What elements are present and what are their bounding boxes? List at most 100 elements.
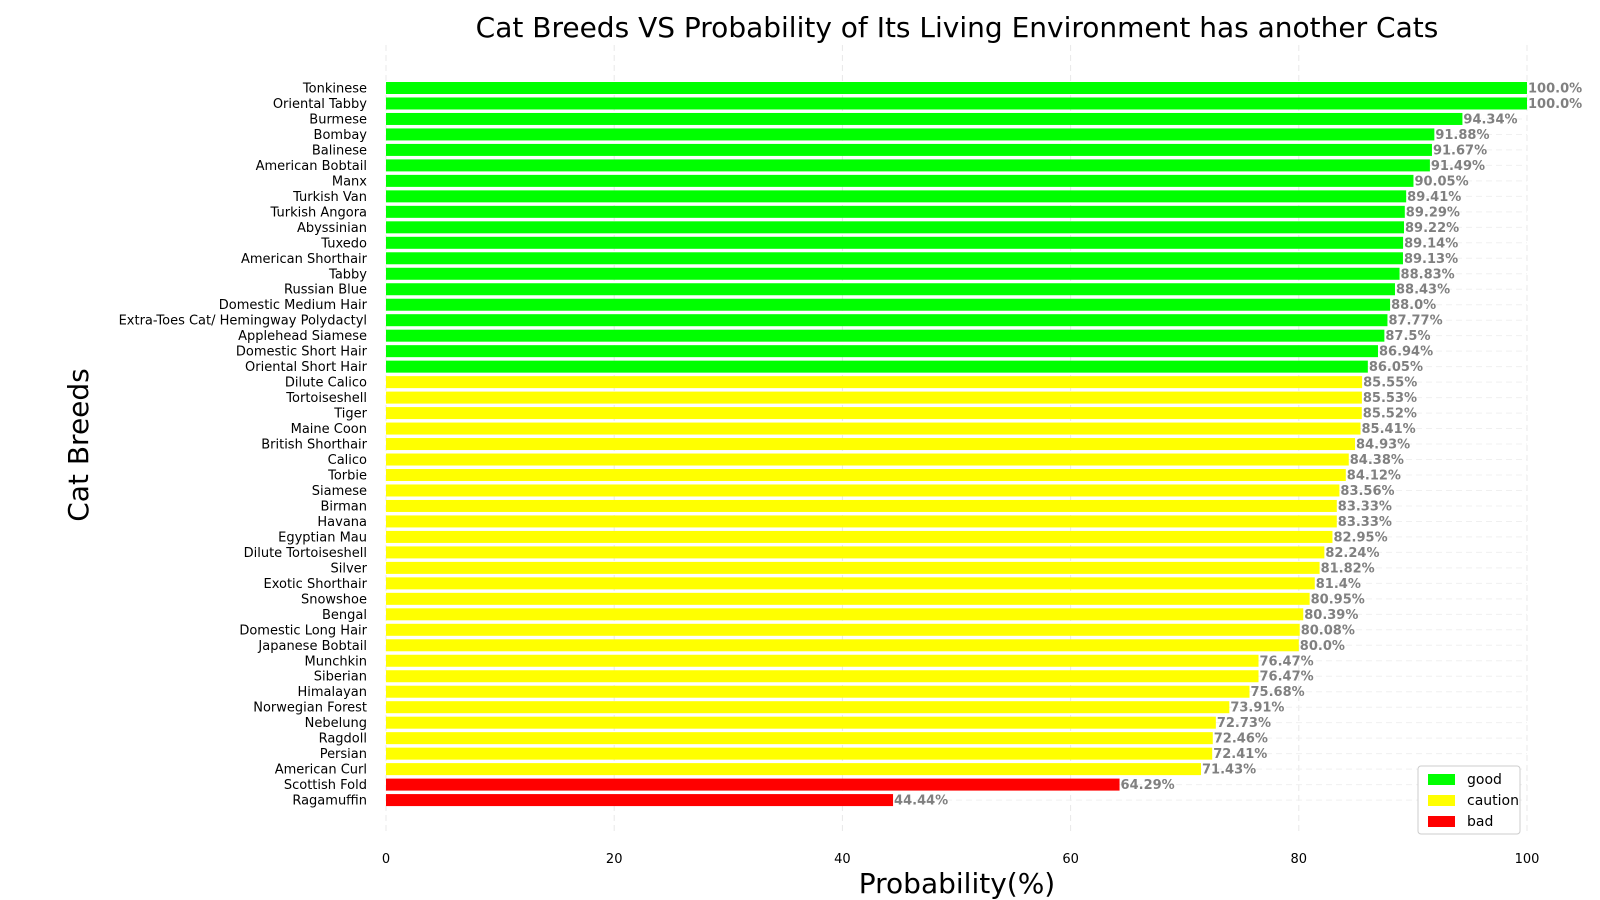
value-label: 87.77% [1388,314,1442,329]
category-label: Turkish Angora [270,205,367,220]
category-label: Russian Blue [284,283,367,298]
category-label: Calico [328,453,367,468]
bar [386,716,1216,729]
value-label: 72.46% [1214,732,1268,747]
x-tick-label: 40 [834,852,851,867]
category-label: Domestic Medium Hair [219,298,368,313]
legend: good caution bad [1417,765,1521,835]
category-label: British Shorthair [261,438,367,453]
value-label: 100.0% [1528,97,1582,112]
category-label: Balinese [312,143,367,158]
value-label: 91.49% [1431,159,1485,174]
category-label: Bengal [322,608,367,623]
value-label: 80.39% [1304,608,1358,623]
category-label: Ragamuffin [292,794,367,809]
value-label: 73.91% [1230,701,1284,716]
category-label: Siamese [312,484,367,499]
bar [386,205,1405,218]
category-label: Dilute Tortoiseshell [244,546,367,561]
value-label: 82.24% [1325,546,1379,561]
bar [386,438,1356,451]
category-label: Japanese Bobtail [257,639,367,654]
bar [386,345,1378,358]
value-label: 89.41% [1407,190,1461,205]
bar [386,530,1333,543]
category-label: American Shorthair [241,252,368,267]
category-label: Abyssinian [297,221,367,236]
bar [386,701,1230,714]
category-label: Birman [320,499,367,514]
legend-swatch [1428,816,1455,827]
value-label: 76.47% [1260,670,1314,685]
value-label: 85.53% [1363,391,1417,406]
bar [386,515,1337,528]
bar [386,654,1259,667]
bar [386,221,1405,234]
bar [386,314,1388,327]
bar [386,453,1349,466]
value-label: 86.05% [1369,360,1423,375]
bar [386,469,1346,481]
value-label: 90.05% [1414,174,1468,189]
value-label: 80.95% [1311,592,1365,607]
bars [386,82,1527,807]
value-label: 100.0% [1528,82,1582,97]
legend-swatch [1428,774,1455,785]
category-label: Domestic Short Hair [236,345,368,360]
legend-label: good [1467,772,1502,788]
value-label: 85.52% [1363,407,1417,422]
value-label: 94.34% [1463,112,1517,127]
value-label: 88.0% [1391,298,1436,313]
value-label: 84.38% [1350,453,1404,468]
x-tick-label: 100 [1515,852,1540,867]
category-label: Torbie [327,469,367,484]
x-tick-label: 80 [1291,852,1308,867]
bar [386,82,1527,94]
category-label: Nebelung [305,716,367,731]
bar [386,499,1337,512]
category-label: Oriental Tabby [273,97,367,112]
bar [386,763,1202,776]
bar [386,97,1527,110]
category-label: Dilute Calico [285,376,367,391]
value-label: 89.29% [1406,205,1460,220]
bar [386,252,1403,265]
value-label: 83.56% [1340,484,1394,499]
category-label: Maine Coon [291,422,367,437]
y-axis-title: Cat Breeds [62,368,95,522]
value-label: 64.29% [1121,778,1175,793]
bar [386,143,1432,156]
x-axis-title: Probability(%) [859,867,1055,900]
category-label: American Curl [275,763,367,778]
category-label: Siberian [314,670,367,685]
value-label: 83.33% [1338,499,1392,514]
value-label: 85.41% [1362,422,1416,437]
legend-swatch [1428,795,1455,806]
bar [386,360,1368,373]
category-label: Munchkin [305,654,367,669]
bar [386,376,1363,389]
category-label: Norwegian Forest [253,701,367,716]
value-label: 88.83% [1401,267,1455,282]
value-label: 81.4% [1316,577,1361,592]
category-label: Oriental Short Hair [245,360,368,375]
bar [386,236,1404,249]
legend-label: bad [1467,814,1493,830]
bar [386,561,1320,574]
value-label: 72.41% [1213,747,1267,762]
bar [386,283,1395,296]
category-label: Havana [317,515,367,530]
legend-label: caution [1467,793,1519,809]
value-label: 71.43% [1202,763,1256,778]
bar [386,546,1325,559]
bar [386,329,1385,342]
x-tick-label: 60 [1062,852,1079,867]
category-label: Exotic Shorthair [264,577,368,592]
category-label: Tuxedo [320,236,367,251]
category-label: Scottish Fold [284,778,367,793]
bar [386,732,1213,745]
category-label: Egyptian Mau [278,530,367,545]
value-label: 44.44% [894,794,948,809]
